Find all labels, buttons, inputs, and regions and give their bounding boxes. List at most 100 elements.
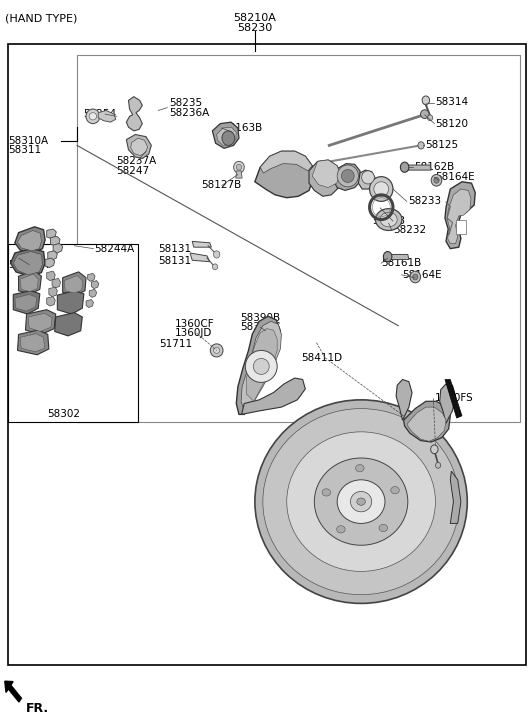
Ellipse shape	[341, 169, 354, 182]
Ellipse shape	[322, 489, 331, 496]
Text: 58131: 58131	[158, 256, 191, 266]
Polygon shape	[131, 138, 148, 156]
Text: 58237A: 58237A	[116, 156, 156, 166]
Polygon shape	[13, 291, 40, 314]
Ellipse shape	[391, 486, 399, 494]
Text: 58244A: 58244A	[8, 260, 48, 270]
Text: 58161B: 58161B	[381, 258, 422, 268]
Ellipse shape	[213, 251, 220, 258]
Ellipse shape	[222, 131, 235, 145]
Ellipse shape	[421, 110, 429, 119]
Polygon shape	[64, 276, 83, 293]
Polygon shape	[126, 97, 142, 131]
Ellipse shape	[431, 445, 438, 454]
Polygon shape	[47, 297, 55, 306]
Text: 58230: 58230	[237, 23, 272, 33]
Polygon shape	[20, 334, 45, 352]
Polygon shape	[358, 170, 375, 189]
Polygon shape	[11, 249, 45, 276]
Text: 58247: 58247	[116, 166, 149, 176]
Text: 58164E: 58164E	[402, 270, 442, 280]
Bar	[456, 220, 466, 234]
Text: 58302: 58302	[47, 409, 80, 419]
Polygon shape	[20, 274, 38, 292]
Polygon shape	[408, 407, 446, 441]
Ellipse shape	[337, 480, 385, 523]
Polygon shape	[241, 321, 281, 411]
Text: 58244A: 58244A	[95, 244, 135, 254]
Bar	[8, 244, 138, 422]
Polygon shape	[388, 254, 409, 260]
Ellipse shape	[374, 182, 389, 196]
Polygon shape	[405, 165, 431, 170]
Text: 58127B: 58127B	[201, 180, 241, 190]
Ellipse shape	[314, 458, 408, 545]
Polygon shape	[98, 111, 116, 122]
Text: 58235: 58235	[169, 98, 202, 108]
Polygon shape	[63, 272, 86, 295]
Polygon shape	[47, 271, 55, 281]
Text: 58310A: 58310A	[8, 136, 48, 146]
Polygon shape	[15, 294, 37, 311]
Polygon shape	[18, 230, 41, 251]
Ellipse shape	[435, 462, 441, 468]
Ellipse shape	[350, 491, 372, 512]
Polygon shape	[242, 378, 305, 414]
Text: (HAND TYPE): (HAND TYPE)	[5, 13, 78, 23]
Text: 1220FS: 1220FS	[434, 393, 473, 403]
FancyArrow shape	[5, 681, 21, 702]
Text: 58411D: 58411D	[302, 353, 342, 363]
Text: 51711: 51711	[159, 339, 192, 349]
Polygon shape	[48, 251, 57, 260]
Text: 58213: 58213	[372, 216, 405, 226]
Polygon shape	[126, 134, 151, 158]
Ellipse shape	[255, 400, 467, 603]
Ellipse shape	[213, 348, 220, 353]
Text: 58164E: 58164E	[435, 172, 475, 182]
Ellipse shape	[357, 498, 365, 505]
Text: 1360JD: 1360JD	[175, 328, 212, 338]
Polygon shape	[52, 278, 61, 288]
Polygon shape	[57, 291, 84, 314]
Polygon shape	[15, 227, 45, 253]
Polygon shape	[255, 151, 313, 198]
Ellipse shape	[263, 409, 459, 595]
Polygon shape	[55, 313, 82, 336]
Ellipse shape	[212, 264, 218, 270]
Polygon shape	[190, 253, 210, 262]
Ellipse shape	[370, 177, 393, 201]
Text: 58314: 58314	[435, 97, 468, 107]
Polygon shape	[236, 171, 242, 178]
Polygon shape	[25, 310, 56, 334]
Polygon shape	[396, 379, 412, 420]
Ellipse shape	[234, 161, 244, 173]
Polygon shape	[404, 401, 450, 442]
Ellipse shape	[427, 115, 433, 121]
Polygon shape	[47, 229, 56, 238]
Polygon shape	[28, 313, 52, 332]
Ellipse shape	[89, 113, 97, 120]
Text: 58390C: 58390C	[240, 322, 280, 332]
Polygon shape	[89, 289, 97, 297]
Text: 58236A: 58236A	[169, 108, 209, 118]
Polygon shape	[53, 244, 63, 253]
Text: 58210A: 58210A	[234, 13, 276, 23]
Text: 1360CF: 1360CF	[175, 318, 215, 329]
Polygon shape	[19, 270, 41, 294]
Polygon shape	[236, 316, 280, 414]
Text: 58120: 58120	[435, 119, 468, 129]
Ellipse shape	[418, 142, 424, 149]
Polygon shape	[86, 300, 93, 308]
Polygon shape	[445, 182, 475, 249]
Ellipse shape	[383, 252, 392, 262]
Ellipse shape	[413, 274, 418, 280]
Ellipse shape	[431, 174, 442, 186]
Ellipse shape	[287, 432, 435, 571]
Text: 58311: 58311	[8, 145, 41, 156]
Ellipse shape	[362, 171, 374, 184]
Ellipse shape	[245, 350, 277, 382]
Text: 58390B: 58390B	[240, 313, 280, 323]
Polygon shape	[217, 127, 236, 145]
Ellipse shape	[356, 465, 364, 472]
Ellipse shape	[86, 109, 100, 124]
